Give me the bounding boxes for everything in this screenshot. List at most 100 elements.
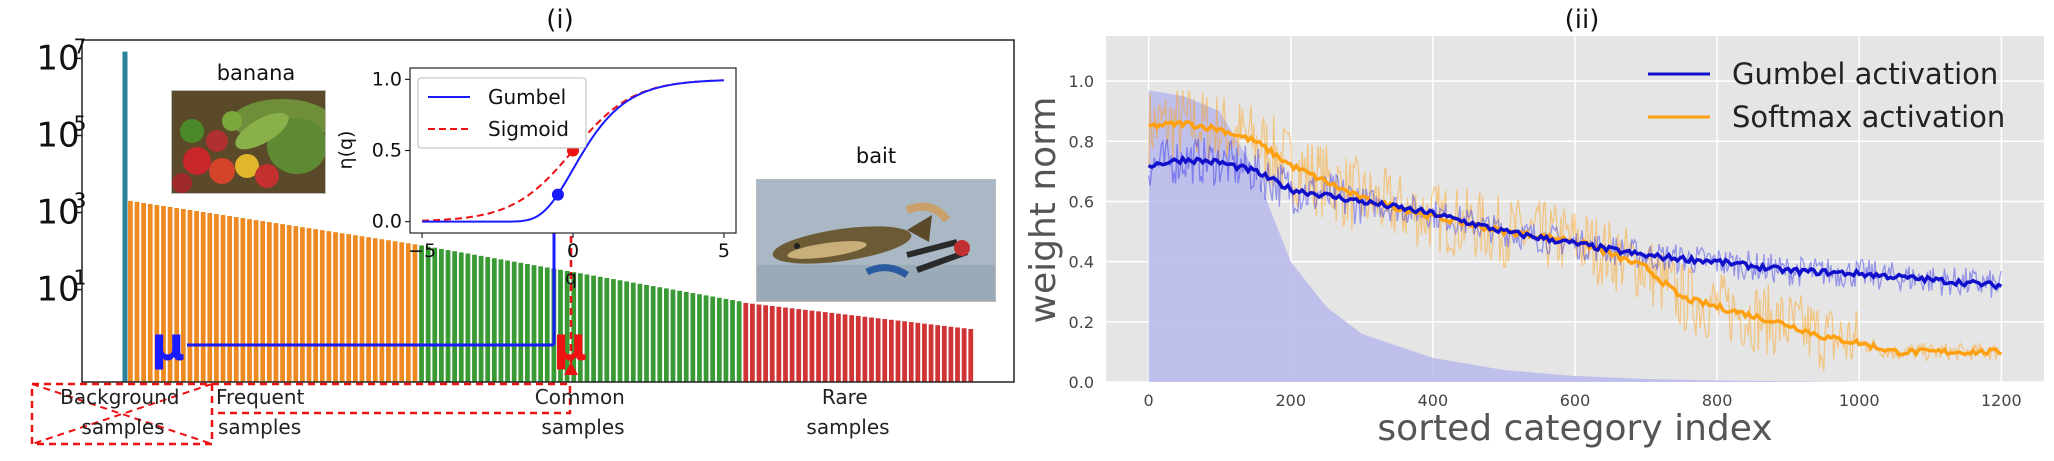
bar-rare [855,315,861,382]
right-x-tick-label: 1200 [1981,391,2022,410]
bar-frequent [214,214,219,382]
bar-rare [842,314,848,382]
bar-frequent [260,221,266,382]
bar-rare [902,321,907,382]
group-label-frequent-l2: samples [218,415,301,439]
bar-common [432,247,438,382]
group-label-background-l1: Background [60,385,179,409]
right-x-tick-label: 1000 [1839,391,1880,410]
bar-rare [756,304,762,382]
panel-title-left: (i) [546,5,574,35]
bar-frequent [333,232,338,382]
left-y-tick-exponent: 1 [74,266,87,290]
inset-y-tick-label: 0.5 [372,140,402,162]
bar-frequent [399,242,405,382]
bar-frequent [141,202,146,382]
bar-common [663,288,669,382]
group-label-rare-l1: Rare [822,385,868,409]
bar-frequent [266,222,272,382]
inset-gumbel-point [551,188,564,201]
left-plot-frame [81,39,1015,383]
bar-frequent [240,218,246,382]
bar-common [637,283,643,382]
banana-photo [171,90,326,194]
bar-common [525,264,530,382]
banana-photo-drawing [172,91,325,193]
inset-x-tick-label: 0 [567,240,579,262]
right-y-tick-label: 0.2 [1069,313,1094,332]
bar-rare [829,312,835,382]
banana-photo-label: banana [217,61,296,85]
bar-common [716,297,722,382]
bar-rare [789,308,795,382]
bar-common [419,245,424,382]
bar-rare [862,316,868,382]
bar-common [452,251,457,382]
group-label-common-l2: samples [541,415,624,439]
bar-frequent [286,225,292,382]
bar-rare [869,317,874,382]
bar-common [564,270,570,382]
bar-frequent [326,231,332,382]
inset-y-tick-label: 0.0 [372,211,402,233]
bar-rare [802,309,808,382]
bar-frequent [372,238,378,382]
bar-frequent [313,229,319,382]
bar-frequent [227,216,233,382]
group-label-rare-l2: samples [806,415,889,439]
gumbel-smooth-line [1147,154,2003,291]
inset-x-tick-label: −5 [408,240,436,262]
bar-rare [849,315,855,382]
group-label-frequent-l1: Frequent [216,385,304,409]
background-dashed-cross-a [31,383,213,445]
frequent-common-dashed-box [212,382,572,415]
legend-softmax-label: Softmax activation [1732,100,2005,134]
bar-common [445,250,451,382]
bar-common [558,269,563,382]
right-x-tick-label: 400 [1418,391,1449,410]
inset-legend-sigmoid-label: Sigmoid [488,117,569,141]
bar-frequent [300,227,305,382]
bar-rare [769,306,775,382]
bar-rare [875,318,881,382]
bar-rare [816,311,821,382]
bar-rare [955,327,960,382]
bar-common [425,246,431,382]
right-x-tick-label: 800 [1702,391,1733,410]
bar-rare [968,328,974,382]
bar-common [690,293,696,382]
right-x-label: sorted category index [1377,408,1772,449]
bar-common [511,261,517,382]
right-x-tick-label: 0 [1144,391,1154,410]
left-y-tick-exponent: 5 [74,111,87,135]
bar-frequent [154,204,160,382]
legend-gumbel-label: Gumbel activation [1732,57,1998,91]
bar-common [630,282,636,382]
bar-frequent [147,203,153,382]
inset-legend-gumbel-label: Gumbel [488,85,566,109]
bar-rare [915,322,921,382]
bar-frequent [366,237,371,382]
bar-frequent [359,236,365,382]
right-y-tick-label: 0.0 [1069,373,1094,392]
right-x-tick-label: 600 [1560,391,1591,410]
bar-common [644,284,649,382]
bar-frequent [187,210,193,382]
bar-rare [948,326,954,382]
bar-common [544,267,550,382]
left-y-tick-label: 10 [36,193,79,233]
bar-frequent [253,220,259,382]
bar-common [657,287,663,382]
bar-frequent [134,201,140,382]
bar-frequent [174,207,180,382]
inset-x-tick-label: 5 [718,240,730,262]
bar-common [591,275,596,382]
bar-common [465,253,471,382]
bar-frequent [161,205,166,382]
bar-frequent [194,211,199,382]
inset-y-label: η(q) [335,131,357,170]
bait-photo-drawing [757,180,995,301]
right-y-tick-label: 0.8 [1069,132,1094,151]
bar-common [650,286,656,382]
